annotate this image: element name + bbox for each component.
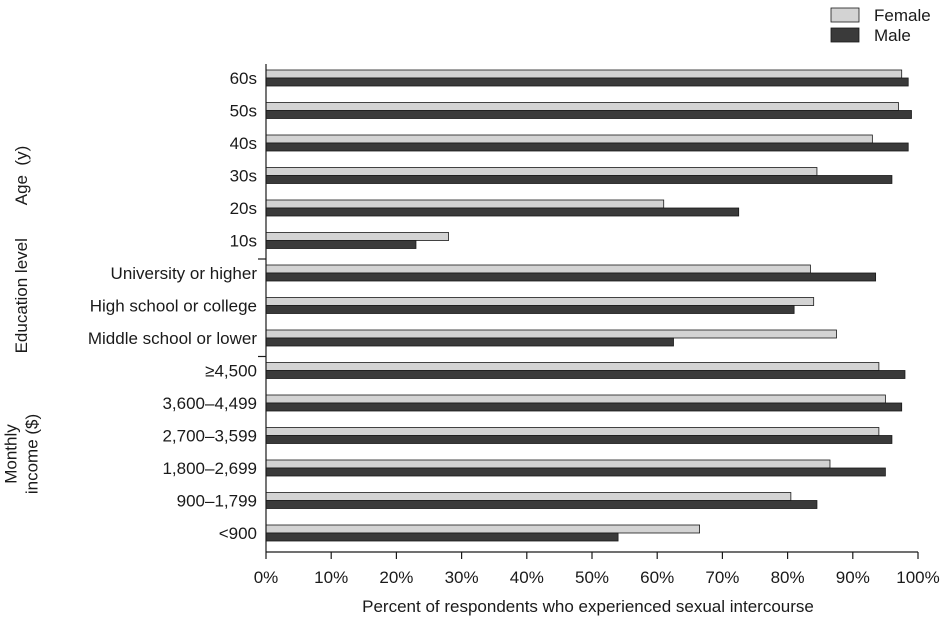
bar-female-0 (265, 69, 903, 79)
legend-swatch-female (830, 7, 860, 23)
bar-female-6 (265, 264, 811, 274)
bar-male-11 (265, 435, 893, 444)
x-tick-label: 0% (254, 568, 279, 587)
category-label: 3,600–4,499 (162, 394, 257, 413)
bar-female-8 (265, 329, 837, 339)
x-tick-label: 40% (510, 568, 544, 587)
x-axis-ticks: 0% 10% 20% 30% 40% 50% 60% 70% 80% 90% 100% (254, 552, 940, 587)
category-label: University or higher (111, 264, 258, 283)
category-label: 50s (230, 102, 257, 121)
category-label: 40s (230, 134, 257, 153)
x-tick-label: 20% (379, 568, 413, 587)
bar-female-11 (265, 427, 880, 436)
legend-swatch-male (830, 27, 860, 43)
bar-female-2 (265, 134, 873, 144)
category-label: High school or college (90, 297, 257, 316)
legend-label: Female (874, 6, 931, 25)
category-label: 1,800–2,699 (162, 459, 257, 478)
category-labels: 60s 50s 40s 30s 20s 10s University or higher Hi… (88, 69, 257, 543)
bar-male-5 (265, 240, 417, 249)
bar-male-3 (265, 175, 893, 184)
x-tick-label: 10% (314, 568, 348, 587)
bar-male-9 (265, 370, 906, 379)
x-axis-title: Percent of respondents who experienced s… (362, 597, 814, 616)
bar-female-9 (265, 362, 880, 371)
bar-male-1 (265, 110, 912, 119)
x-tick-label: 80% (771, 568, 805, 587)
group-label: income ($) (23, 414, 42, 494)
group-label: Age (y) (12, 146, 31, 206)
bar-female-12 (265, 459, 831, 469)
bar-female-10 (265, 394, 886, 404)
bars-layer (265, 69, 912, 542)
category-label: ≥4,500 (205, 362, 257, 381)
bar-male-0 (265, 77, 909, 87)
x-tick-label: 50% (575, 568, 609, 587)
x-tick-label: 30% (445, 568, 479, 587)
x-tick-label: 100% (896, 568, 939, 587)
category-label: 60s (230, 69, 257, 88)
bar-male-12 (265, 467, 886, 477)
group-label: Education level (12, 238, 31, 353)
bar-female-14 (265, 524, 700, 534)
bar-female-4 (265, 199, 665, 209)
legend-label: Male (874, 26, 911, 45)
bar-male-7 (265, 305, 795, 314)
bar-female-1 (265, 102, 899, 111)
bar-male-10 (265, 402, 903, 412)
bar-male-13 (265, 500, 818, 509)
category-label: 2,700–3,599 (162, 427, 257, 446)
category-label: 900–1,799 (177, 492, 257, 511)
bar-female-7 (265, 297, 815, 306)
group-label: Monthly (2, 424, 21, 484)
bar-female-3 (265, 167, 818, 176)
bar-male-2 (265, 142, 909, 152)
x-tick-label: 90% (836, 568, 870, 587)
x-tick-label: 60% (640, 568, 674, 587)
bar-female-5 (265, 232, 449, 241)
category-label: Middle school or lower (88, 329, 257, 348)
group-labels: Age (y) Education level Monthly income ($) (2, 146, 266, 494)
bar-male-14 (265, 532, 619, 542)
bar-male-4 (265, 207, 740, 217)
bar-female-13 (265, 492, 792, 501)
x-tick-label: 70% (705, 568, 739, 587)
bar-male-6 (265, 272, 877, 282)
bar-male-8 (265, 337, 674, 347)
category-label: 10s (230, 232, 257, 251)
category-label: 20s (230, 199, 257, 218)
category-label: <900 (219, 524, 257, 543)
category-label: 30s (230, 167, 257, 186)
